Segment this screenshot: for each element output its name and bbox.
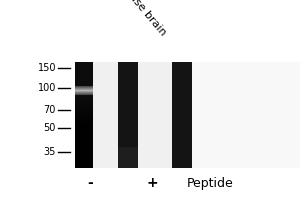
Text: 50: 50: [44, 123, 56, 133]
Text: 150: 150: [38, 63, 56, 73]
Text: mouse brain: mouse brain: [115, 0, 167, 38]
Bar: [75, 62, 192, 168]
Text: +: +: [146, 176, 158, 190]
Text: 100: 100: [38, 83, 56, 93]
Bar: [138, 62, 172, 168]
Text: 35: 35: [44, 147, 56, 157]
Bar: [93, 62, 118, 168]
Text: -: -: [87, 176, 93, 190]
Bar: [192, 62, 300, 168]
Text: Peptide: Peptide: [187, 176, 233, 190]
Text: 70: 70: [44, 105, 56, 115]
